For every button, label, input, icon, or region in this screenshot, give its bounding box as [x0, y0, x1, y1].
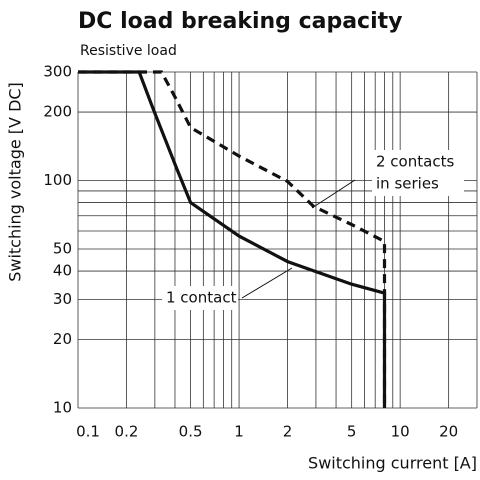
x-tick-label: 0.5: [179, 423, 203, 441]
annotation-bg: [162, 286, 238, 310]
chart-title: DC load breaking capacity: [78, 9, 403, 34]
y-axis-label: Switching voltage [V DC]: [6, 82, 25, 282]
x-axis-label: Switching current [A]: [308, 454, 477, 473]
annotation: in series: [376, 175, 439, 193]
line: [78, 70, 387, 408]
y-tick-label: 30: [53, 290, 72, 308]
leader-line: [241, 267, 293, 299]
x-tick-label: 10: [391, 423, 410, 441]
x-tick-label: 2: [283, 423, 293, 441]
annotation: 2 contacts: [376, 153, 454, 171]
line: [78, 70, 387, 408]
annotation: 1 contact: [166, 289, 237, 307]
x-tick-label: 1: [234, 423, 244, 441]
leader-line: [311, 179, 356, 209]
annotation-bg: [372, 150, 464, 196]
y-tick-label: 200: [43, 103, 72, 121]
x-tick-label: 0.1: [76, 423, 100, 441]
y-tick-label: 10: [53, 399, 72, 417]
y-tick-label: 100: [43, 171, 72, 189]
x-tick-label: 5: [347, 423, 357, 441]
x-tick-label: 20: [439, 423, 458, 441]
y-tick-label: 20: [53, 330, 72, 348]
y-tick-label: 40: [53, 262, 72, 280]
chart-subtitle: Resistive load: [80, 43, 177, 59]
y-tick-label: 50: [53, 240, 72, 258]
x-tick-label: 0.2: [115, 423, 139, 441]
y-tick-label: 300: [43, 63, 72, 81]
